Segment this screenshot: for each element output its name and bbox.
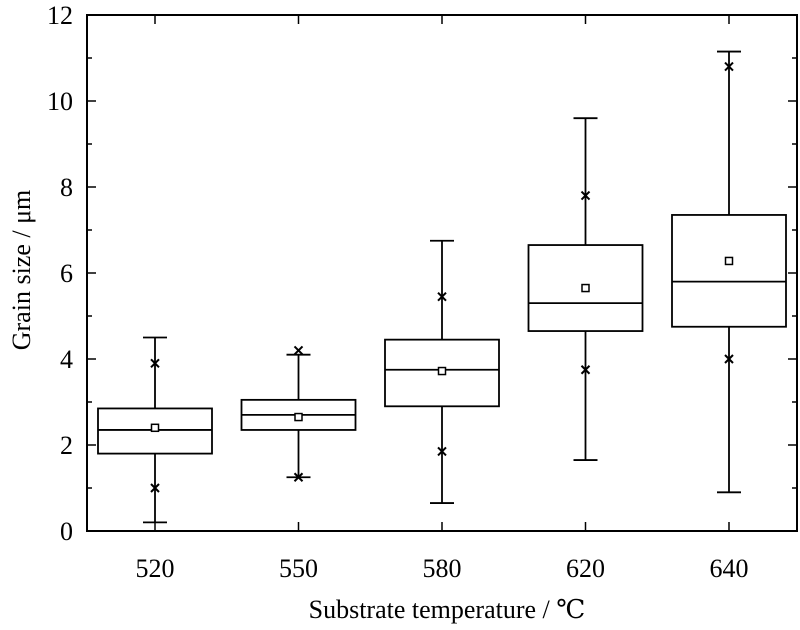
mean-marker: [437, 366, 447, 376]
percentile-marker-high: [580, 190, 591, 201]
iqr-box: [384, 338, 500, 408]
mean-marker: [150, 423, 160, 433]
y-tick-label: 2: [60, 431, 73, 460]
marker-stroke: [724, 61, 734, 72]
mean-marker: [581, 283, 590, 293]
x-tick-label: 580: [423, 554, 462, 583]
percentile-marker-high: [724, 61, 734, 72]
iqr-box: [671, 214, 787, 328]
x-tick-label: 520: [136, 554, 175, 583]
percentile-marker-low: [293, 472, 304, 482]
percentile-marker-low: [437, 446, 447, 457]
mean-marker: [724, 256, 734, 266]
percentile-marker-low: [580, 365, 591, 375]
x-tick-label: 550: [279, 554, 318, 583]
box-580: [384, 239, 500, 504]
y-tick-label: 12: [47, 1, 73, 30]
y-tick-label: 0: [60, 517, 73, 546]
percentile-marker-high: [437, 291, 447, 302]
mean-marker: [294, 412, 303, 422]
marker-stroke: [580, 365, 591, 375]
percentile-marker-low: [724, 354, 734, 364]
x-axis-title: Substrate temperature / ℃: [309, 595, 586, 624]
iqr-box: [527, 244, 644, 332]
box-620: [527, 117, 644, 461]
iqr-box: [97, 407, 213, 455]
y-axis-title: Grain size / μm: [7, 190, 36, 351]
y-tick-label: 4: [60, 345, 73, 374]
marker-stroke: [437, 446, 447, 457]
y-tick-label: 8: [60, 173, 73, 202]
marker-stroke: [580, 190, 591, 201]
percentile-marker-low: [150, 483, 160, 493]
box-550: [240, 345, 357, 482]
x-tick-label: 620: [566, 554, 605, 583]
y-tick-label: 10: [47, 87, 73, 116]
marker-stroke: [150, 358, 160, 369]
marker-stroke: [150, 483, 160, 493]
y-tick-label: 6: [60, 259, 73, 288]
x-tick-label: 640: [710, 554, 749, 583]
marker-stroke: [293, 345, 304, 356]
marker-stroke: [293, 472, 304, 482]
axes-group: 0 2 4 6 8 10 12 520 550 580 620 640: [47, 1, 798, 583]
box-520: [97, 336, 213, 524]
box-640: [671, 50, 787, 494]
marker-stroke: [437, 291, 447, 302]
percentile-marker-high: [293, 345, 304, 356]
boxes-group: [97, 50, 787, 524]
percentile-marker-high: [150, 358, 160, 369]
marker-stroke: [724, 354, 734, 364]
